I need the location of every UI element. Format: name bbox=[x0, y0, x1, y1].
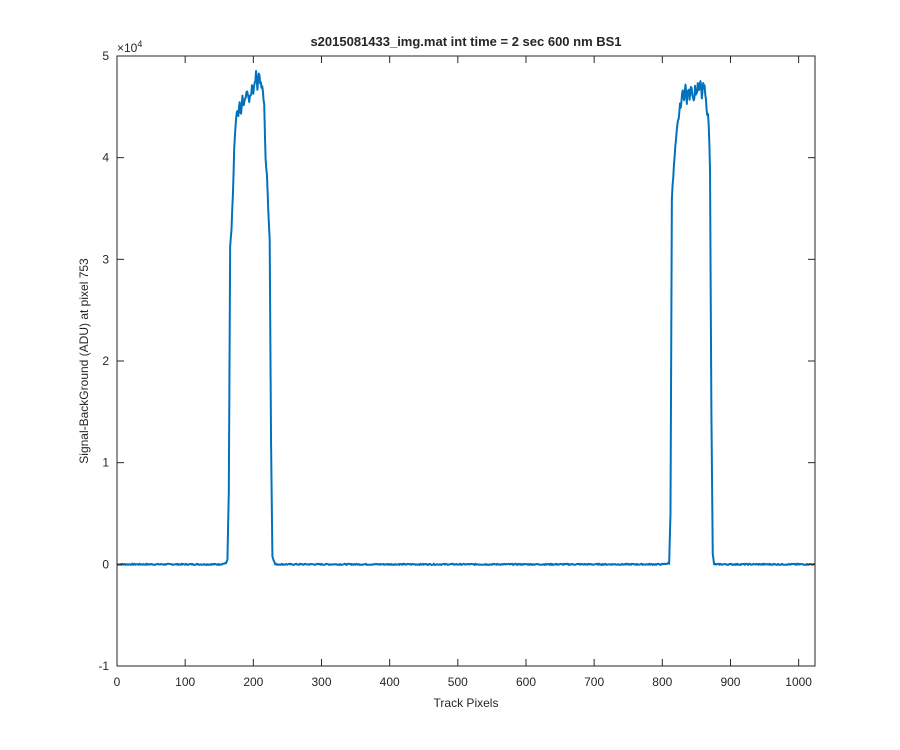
axes-layer: 0 100 200 300 400 500 600 700 800 900 1000 -1 0 1 2 3 4 5 bbox=[98, 49, 816, 689]
x-tick-label: 0 bbox=[114, 675, 121, 689]
y-tick-label: 4 bbox=[102, 151, 109, 165]
x-tick-label: 600 bbox=[516, 675, 536, 689]
chart-title: s2015081433_img.mat int time = 2 sec 600… bbox=[310, 34, 621, 49]
y-tick-label: 0 bbox=[102, 557, 109, 571]
y-axis-exponent: ×104 bbox=[117, 39, 142, 55]
x-tick-label: 400 bbox=[380, 675, 400, 689]
x-axis-label: Track Pixels bbox=[434, 696, 499, 710]
series-line bbox=[116, 70, 815, 566]
x-tick-label: 1000 bbox=[785, 675, 812, 689]
x-tick-label: 300 bbox=[311, 675, 331, 689]
y-tick-label: 1 bbox=[102, 456, 109, 470]
y-tick-label: 3 bbox=[102, 252, 109, 266]
x-tick-label: 200 bbox=[243, 675, 263, 689]
y-exponent-base: ×10 bbox=[117, 41, 138, 55]
y-axis-label: Signal-BackGround (ADU) at pixel 753 bbox=[77, 258, 91, 464]
x-tick-label: 100 bbox=[175, 675, 195, 689]
y-tick-label: 2 bbox=[102, 354, 109, 368]
x-tick-label: 700 bbox=[584, 675, 604, 689]
y-tick-label: -1 bbox=[98, 659, 109, 673]
x-tick-label: 500 bbox=[448, 675, 468, 689]
y-exponent-power: 4 bbox=[137, 39, 142, 49]
x-tick-label: 900 bbox=[720, 675, 740, 689]
y-tick-label: 5 bbox=[102, 49, 109, 63]
data-layer bbox=[116, 70, 815, 566]
x-tick-label: 800 bbox=[652, 675, 672, 689]
